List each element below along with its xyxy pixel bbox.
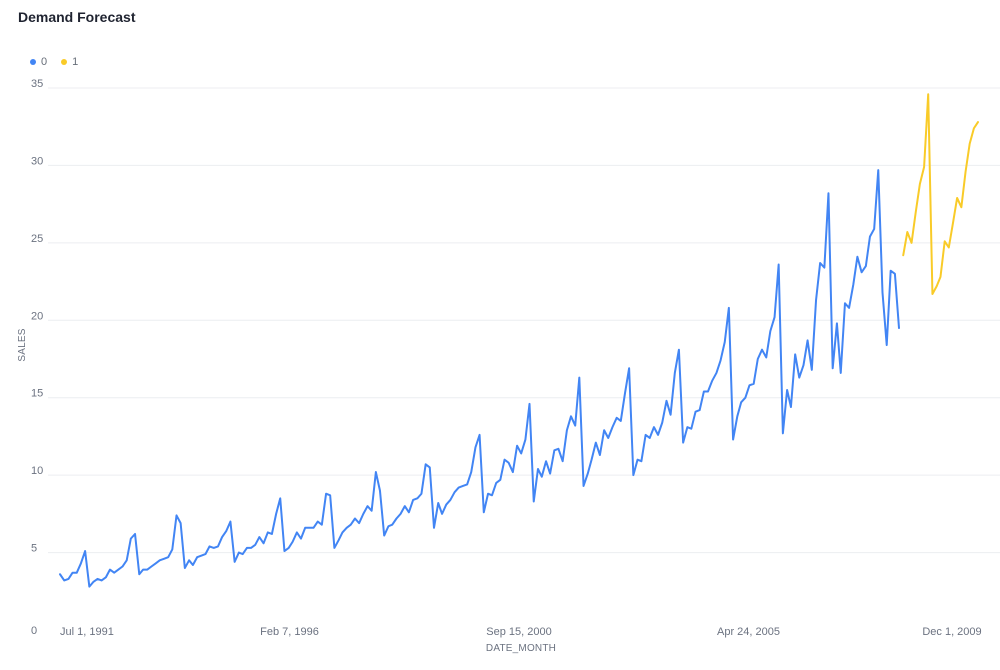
x-tick-label: Dec 1, 2009: [922, 626, 981, 638]
grid-lines: [48, 87, 1000, 554]
x-axis-ticks: Jul 1, 1991 Feb 7, 1996 Sep 15, 2000 Apr 24…: [60, 626, 982, 638]
y-tick-label: 25: [31, 233, 43, 245]
y-tick-label: 20: [31, 310, 43, 322]
legend: 0 1: [30, 56, 78, 68]
series-lines: [59, 93, 979, 588]
x-tick-label: Apr 24, 2005: [717, 626, 780, 638]
y-axis-title: SALES: [17, 328, 28, 361]
y-tick-label: 5: [31, 543, 37, 555]
legend-label-series-0: 0: [41, 56, 48, 68]
x-tick-label: Jul 1, 1991: [60, 626, 114, 638]
x-tick-label: Feb 7, 1996: [260, 626, 319, 638]
y-tick-label: 15: [31, 388, 43, 400]
legend-item-series-0[interactable]: 0: [30, 56, 47, 68]
legend-label-series-1: 1: [72, 56, 79, 68]
series-line-1[interactable]: [902, 93, 979, 295]
legend-swatch-series-0: [30, 59, 36, 65]
x-axis-title: DATE_MONTH: [486, 643, 556, 654]
legend-swatch-series-1: [61, 59, 68, 65]
y-tick-label: 35: [31, 78, 43, 90]
y-axis-ticks: 0 5 10 15 20 25 30 35: [31, 78, 43, 637]
y-tick-label: 10: [31, 465, 43, 477]
series-line-0[interactable]: [59, 169, 900, 588]
y-tick-label: 30: [31, 155, 43, 167]
x-tick-label: Sep 15, 2000: [486, 626, 551, 638]
legend-item-series-1[interactable]: 1: [61, 56, 78, 68]
y-tick-label: 0: [31, 625, 37, 637]
chart-title: Demand Forecast: [18, 9, 136, 25]
